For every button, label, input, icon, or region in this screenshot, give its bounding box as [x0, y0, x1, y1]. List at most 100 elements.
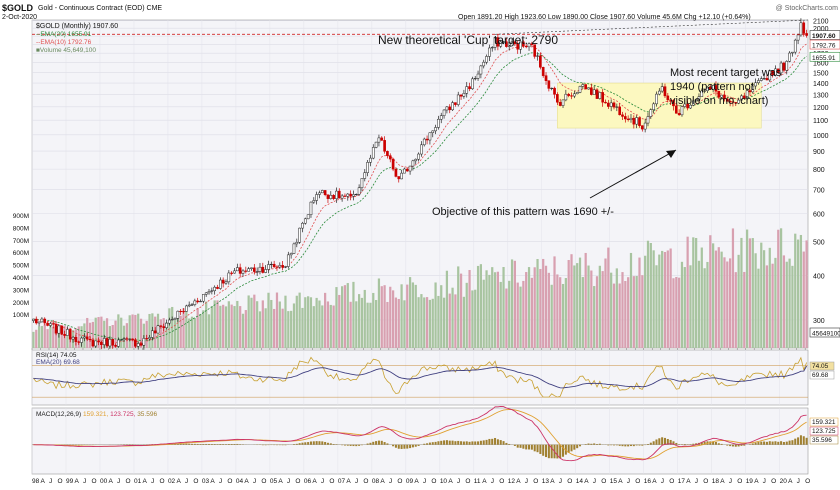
macd-tag-box: [809, 435, 839, 445]
candle-body: [669, 99, 672, 101]
x-axis-label: O: [635, 478, 640, 485]
x-axis-label: A: [414, 478, 419, 485]
macd-histogram-bar: [329, 443, 332, 445]
macd-histogram-bar: [499, 440, 502, 445]
candle-body: [204, 292, 208, 295]
candle-body: [779, 62, 783, 74]
volume-bar: [510, 259, 514, 348]
macd-histogram-bar: [627, 444, 630, 447]
candle-body: [210, 290, 214, 292]
candle-body: [700, 90, 704, 97]
volume-bar: [173, 320, 177, 348]
volume-bar: [425, 297, 429, 348]
candle-body: [352, 194, 355, 197]
x-axis-label: J: [253, 478, 256, 485]
macd-histogram-bar: [658, 438, 661, 445]
x-axis-label: A: [40, 478, 45, 485]
volume-bar: [745, 229, 749, 348]
candle-body: [100, 341, 103, 345]
candle-body: [391, 158, 395, 170]
macd-histogram-bar: [417, 444, 420, 446]
volume-bar: [479, 264, 483, 348]
volume-bar: [652, 250, 655, 348]
macd-histogram-bar: [615, 444, 618, 446]
candle-body: [309, 201, 313, 216]
price-tick-label: 1500: [813, 70, 829, 77]
price-tick-label: 1600: [813, 61, 829, 68]
candle-body: [159, 325, 163, 327]
candle-body: [776, 68, 780, 74]
candle-body: [615, 106, 619, 108]
candle-body: [156, 325, 160, 334]
candle-body: [420, 144, 423, 155]
candle-body: [703, 90, 706, 92]
macd-histogram-bar: [629, 444, 633, 447]
macd-histogram-bar: [414, 444, 417, 447]
volume-bar: [210, 306, 213, 348]
volume-bar: [273, 308, 276, 348]
volume-tick-label: 300M: [13, 287, 29, 294]
macd-histogram-bar: [193, 443, 196, 445]
candle-body: [337, 190, 341, 199]
macd-histogram-bar: [618, 444, 621, 446]
price-tick-label: 800: [813, 167, 825, 174]
macd-histogram-bar: [343, 444, 346, 446]
volume-bar: [355, 301, 358, 348]
x-axis-label: O: [703, 478, 708, 485]
x-axis-label: 15: [610, 478, 618, 485]
x-axis-label: J: [457, 478, 460, 485]
volume-bar: [553, 256, 556, 348]
x-axis-label: A: [652, 478, 657, 485]
candle-body: [524, 45, 528, 48]
candle-body: [561, 99, 565, 106]
volume-bar: [527, 267, 531, 348]
candle-body: [323, 190, 327, 195]
volume-bar: [202, 310, 205, 348]
x-axis-label: 05: [270, 478, 278, 485]
candle-body: [397, 176, 401, 180]
candle-body: [40, 318, 44, 323]
price-tag-box: [809, 39, 840, 50]
volume-bar: [550, 284, 553, 348]
macd-histogram-bar: [780, 441, 783, 445]
cup-target-line: [495, 19, 809, 35]
macd-histogram-bar: [663, 437, 666, 445]
volume-bar: [774, 257, 777, 348]
candle-body: [757, 80, 760, 84]
candle-body: [380, 137, 384, 141]
macd-histogram-bar: [431, 442, 434, 445]
volume-bar: [751, 238, 754, 348]
macd-histogram-bar: [445, 440, 448, 445]
candle-body: [275, 266, 279, 268]
volume-bar: [595, 276, 599, 348]
volume-bar: [740, 237, 743, 348]
candle-body: [153, 330, 157, 334]
macd-tag-box: [809, 426, 839, 436]
volume-bar: [35, 329, 38, 348]
candle-body: [318, 192, 321, 195]
candle-body: [303, 218, 307, 224]
macd-histogram-bar: [312, 441, 315, 445]
volume-bar: [675, 276, 678, 348]
candle-body: [417, 153, 420, 160]
x-axis-label: J: [763, 478, 766, 485]
candle-body: [445, 106, 449, 111]
volume-bar: [686, 236, 689, 348]
x-axis-label: 08: [372, 478, 380, 485]
candle-body: [604, 101, 607, 104]
volume-bar: [185, 305, 188, 348]
x-axis-label: O: [397, 478, 402, 485]
volume-bar: [332, 305, 335, 348]
macd-histogram-bar: [496, 439, 499, 445]
volume-bar: [570, 254, 573, 348]
volume-bar: [661, 250, 664, 348]
macd-histogram-bar: [222, 444, 225, 445]
candle-body: [326, 194, 330, 199]
price-tick-label: 2000: [813, 26, 829, 33]
candle-body: [595, 89, 599, 99]
candle-body: [723, 94, 726, 100]
macd-histogram-bar: [805, 437, 808, 445]
volume-bar: [697, 260, 701, 348]
volume-bar: [689, 265, 692, 348]
macd-histogram-bar: [474, 441, 477, 445]
